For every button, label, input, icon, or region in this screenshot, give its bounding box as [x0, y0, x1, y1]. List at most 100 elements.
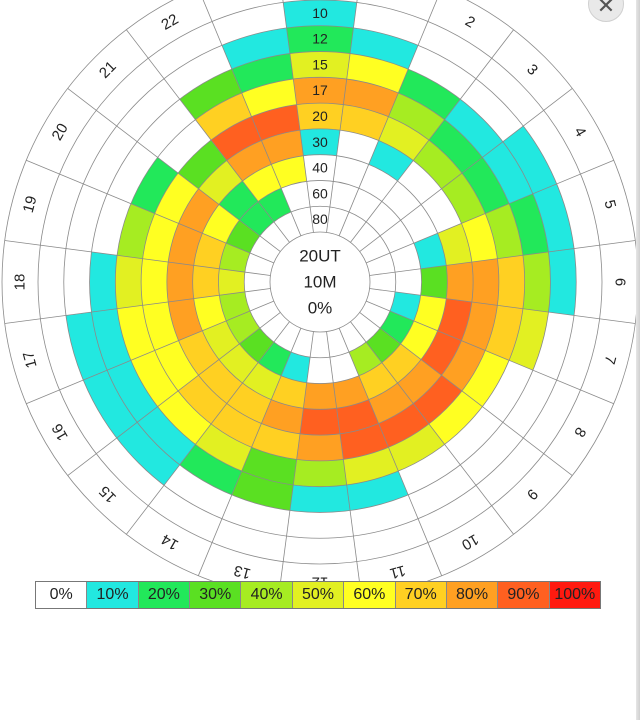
sector-gridline — [350, 321, 514, 535]
heatmap-cell — [164, 464, 232, 519]
heatmap-cell — [339, 104, 389, 141]
heatmap-cell — [444, 406, 503, 465]
heatmap-cell — [168, 298, 203, 341]
heatmap-cell — [366, 253, 396, 276]
hour-label: 23 — [232, 0, 253, 3]
sector-gridline — [366, 159, 614, 264]
heatmap-cell — [157, 390, 212, 445]
heatmap-cell — [366, 288, 396, 311]
hour-label: 1 — [391, 0, 403, 2]
sector-gridline — [350, 29, 514, 243]
heatmap-cell — [289, 51, 351, 80]
sector-gridline — [4, 240, 271, 276]
radial-label: 10 — [312, 5, 328, 21]
sector-gridline — [26, 159, 274, 264]
heatmap-cell — [115, 255, 143, 309]
heatmap-cell — [148, 485, 222, 543]
heatmap-cell — [219, 243, 250, 273]
heatmap-cell — [381, 180, 422, 221]
ring-gridline — [140, 102, 500, 462]
hour-label: 15 — [96, 482, 120, 506]
heatmap-cell — [296, 103, 344, 131]
sector-gridline — [126, 29, 290, 243]
sector-gridline — [369, 240, 636, 276]
close-icon: ✕ — [596, 0, 616, 18]
legend-item: 10% — [87, 582, 139, 608]
heatmap-cell — [418, 485, 492, 543]
heatmap-cell — [178, 375, 227, 424]
sector-gridline — [278, 331, 314, 598]
heatmap-cell — [366, 328, 401, 363]
sector-gridline — [197, 328, 302, 576]
heatmap-cell — [523, 110, 581, 184]
heatmap-cell — [368, 383, 414, 424]
heatmap-cell — [212, 2, 287, 46]
heatmap-cell — [413, 140, 462, 189]
heatmap-cell — [420, 265, 448, 299]
heatmap-cell — [281, 181, 311, 212]
heatmap-cell — [289, 484, 351, 513]
heatmap-cell — [437, 223, 472, 266]
heatmap-cell — [343, 79, 399, 117]
heatmap-cell — [226, 140, 272, 181]
heatmap-cell — [261, 399, 304, 434]
sector-gridline — [359, 312, 573, 476]
heatmap-cell — [343, 447, 399, 485]
heatmap-cell — [532, 312, 575, 381]
heatmap-cell — [326, 328, 349, 358]
sector-gridline — [67, 312, 281, 476]
heatmap-cell — [485, 305, 523, 361]
heatmap-cell — [291, 328, 314, 358]
heatmap-cell — [239, 328, 274, 363]
heatmap-cell — [179, 444, 242, 495]
heatmap-cell — [141, 258, 169, 306]
heatmap-cell — [574, 245, 603, 319]
hour-label: 10 — [459, 530, 482, 553]
heatmap-cell — [380, 310, 414, 344]
center-label: 20UT — [299, 247, 341, 266]
close-button[interactable]: ✕ — [588, 0, 624, 22]
heatmap-cell — [333, 155, 369, 189]
heatmap-cell — [502, 126, 557, 194]
heatmap-cell — [239, 201, 274, 236]
hour-label: 22 — [159, 11, 182, 34]
legend-item: 0% — [36, 582, 88, 608]
heatmap-cell — [310, 331, 330, 358]
heatmap-cell — [460, 78, 524, 142]
heatmap-cell — [303, 154, 337, 182]
radial-label: 12 — [312, 31, 328, 47]
heatmap-cell — [281, 352, 311, 383]
heatmap-cell — [326, 206, 349, 236]
heatmap-cell — [413, 233, 447, 269]
heatmap-cell — [221, 27, 290, 70]
heatmap-cell — [96, 58, 165, 127]
heatmap-cell — [193, 295, 227, 331]
heatmap-cell — [283, 536, 357, 564]
heatmap-cell — [244, 272, 271, 292]
hour-label: 16 — [49, 421, 72, 444]
heatmap-cell — [381, 343, 422, 384]
heatmap-cell — [413, 295, 447, 331]
heatmap-cell — [258, 188, 292, 222]
sector-gridline — [326, 331, 362, 598]
heatmap-cell — [548, 248, 577, 316]
heatmap-cell — [350, 494, 419, 537]
heatmap-cell — [137, 406, 196, 465]
heatmap-cell — [157, 119, 212, 174]
heatmap-cell — [251, 104, 301, 141]
heatmap-cell — [83, 370, 138, 438]
heatmap-cell — [179, 69, 242, 120]
heatmap-cell — [475, 58, 544, 127]
heatmap-cell — [59, 110, 117, 184]
heatmap-cell — [195, 92, 252, 141]
heatmap-cell — [310, 206, 330, 233]
heatmap-cell — [258, 342, 292, 376]
heatmap-cell — [369, 272, 396, 292]
heatmap-cell — [142, 213, 179, 263]
radial-labels: 10 12 15 17 20 30 40 60 80 — [312, 5, 328, 227]
heatmap-cell — [408, 45, 476, 100]
heatmap-cell — [40, 315, 84, 390]
sector-gridline — [4, 288, 271, 324]
heatmap-cell — [293, 77, 347, 105]
